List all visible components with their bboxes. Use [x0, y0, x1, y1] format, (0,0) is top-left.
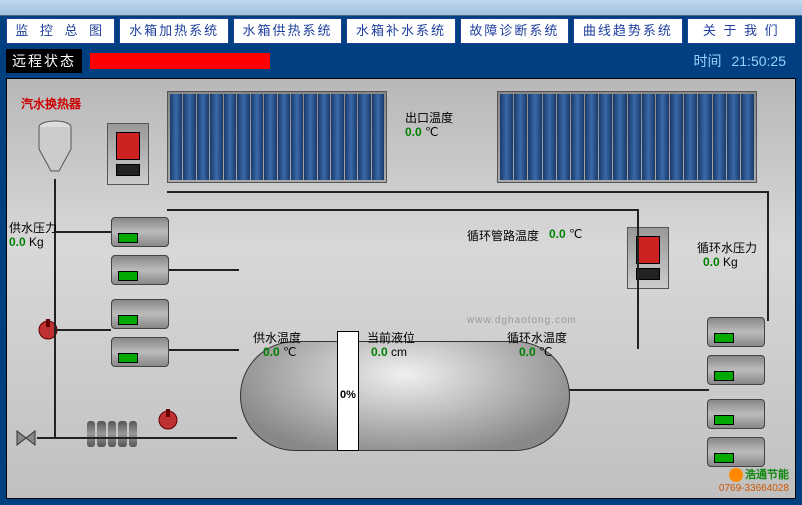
- valve-2: [157, 409, 179, 431]
- pipe: [767, 191, 769, 321]
- menu-bar: 监 控 总 图 水箱加热系统 水箱供热系统 水箱补水系统 故障诊断系统 曲线趋势…: [6, 18, 796, 44]
- pipe: [169, 269, 239, 271]
- loop-pipe-temp-unit: ℃: [569, 227, 582, 241]
- menu-refill[interactable]: 水箱补水系统: [346, 18, 455, 44]
- collector-bank-2: [497, 91, 757, 183]
- loop-water-pressure-unit: Kg: [723, 255, 738, 269]
- menu-diagnosis[interactable]: 故障诊断系统: [460, 18, 569, 44]
- supply-pressure-value: 0.0: [9, 235, 26, 249]
- pipe: [169, 349, 239, 351]
- pump-4: [111, 337, 169, 367]
- pump-8: [707, 437, 765, 467]
- pump-7: [707, 399, 765, 429]
- supply-temp-unit: ℃: [283, 345, 296, 359]
- pipe: [167, 191, 767, 193]
- supply-temp-label: 供水温度: [253, 329, 301, 346]
- loop-water-pressure-value: 0.0: [703, 255, 720, 269]
- pipe: [37, 437, 237, 439]
- loop-water-pressure-label: 循环水压力: [697, 239, 757, 256]
- outlet-temp-unit: ℃: [425, 125, 438, 139]
- time-label: 时间: [694, 51, 722, 71]
- supply-pressure-unit: Kg: [29, 235, 44, 249]
- pipe: [54, 329, 111, 331]
- pump-1: [111, 217, 169, 247]
- scada-diagram: 汽水换热器 0%: [6, 78, 796, 499]
- pump-6: [707, 355, 765, 385]
- current-level-unit: cm: [391, 345, 407, 359]
- pump-2: [111, 255, 169, 285]
- remote-status-label: 远程状态: [6, 49, 82, 73]
- menu-overview[interactable]: 监 控 总 图: [6, 18, 115, 44]
- collector-bank-1: [167, 91, 387, 183]
- watermark: www.dghaotong.com: [467, 315, 577, 326]
- pump-3: [111, 299, 169, 329]
- menu-trend[interactable]: 曲线趋势系统: [573, 18, 682, 44]
- level-percent: 0%: [337, 389, 359, 401]
- supply-pressure-label: 供水压力: [9, 219, 57, 236]
- brand-logo: 浩通节能 0769-33664028: [719, 466, 789, 494]
- radiator-icon: [87, 421, 137, 447]
- menu-about[interactable]: 关 于 我 们: [687, 18, 796, 44]
- outlet-temp-value: 0.0: [405, 125, 422, 139]
- window-titlebar: [0, 0, 802, 16]
- controller-left: [107, 123, 149, 185]
- valve-3: [15, 427, 37, 449]
- pipe: [167, 209, 637, 211]
- status-bar: 远程状态 时间 21:50:25: [6, 50, 796, 72]
- hopper-icon: [37, 119, 73, 179]
- time-value: 21:50:25: [732, 53, 787, 69]
- loop-pipe-temp-value: 0.0: [549, 227, 566, 241]
- remote-status-indicator: [90, 53, 270, 69]
- loop-water-temp-label: 循环水温度: [507, 329, 567, 346]
- loop-water-temp-value: 0.0: [519, 345, 536, 359]
- controller-right: [627, 227, 669, 289]
- current-level-label: 当前液位: [367, 329, 415, 346]
- menu-supply[interactable]: 水箱供热系统: [233, 18, 342, 44]
- supply-temp-value: 0.0: [263, 345, 280, 359]
- pump-5: [707, 317, 765, 347]
- pipe: [54, 179, 56, 439]
- menu-heating[interactable]: 水箱加热系统: [119, 18, 228, 44]
- outlet-temp-label: 出口温度: [405, 109, 453, 126]
- heat-exchanger-label: 汽水换热器: [21, 95, 81, 112]
- current-level-value: 0.0: [371, 345, 388, 359]
- loop-pipe-temp-label: 循环管路温度: [467, 227, 539, 244]
- pipe: [569, 389, 709, 391]
- pipe: [54, 231, 111, 233]
- loop-water-temp-unit: ℃: [539, 345, 552, 359]
- pipe: [637, 209, 639, 349]
